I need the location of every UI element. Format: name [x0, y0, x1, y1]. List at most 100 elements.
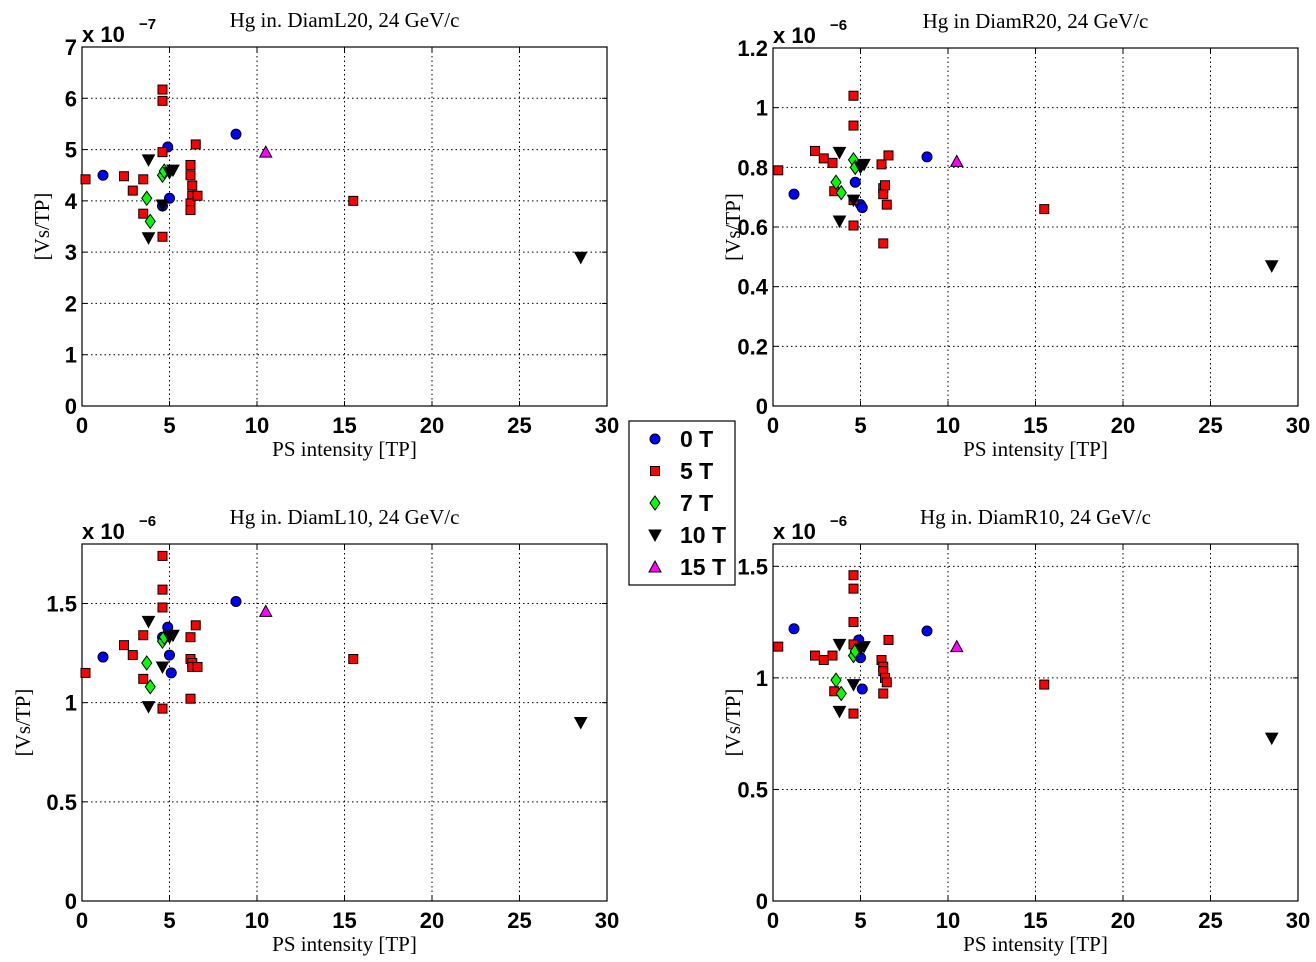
y-axis-label: [Vs/TP] [30, 193, 54, 261]
scatter-panel-2: 0 5 10 15 20 25 30 0 0.2 0.4 0.6 0.8 1 1.2x 10 −6 Hg in… [721, 9, 1310, 461]
legend-marker [649, 495, 661, 511]
data-point [141, 615, 156, 629]
legend-marker [650, 466, 660, 476]
x-tick-label: 25 [507, 908, 531, 933]
data-point [185, 693, 196, 704]
axis-multiplier-exponent: −6 [830, 17, 847, 34]
x-tick-label: 15 [332, 413, 356, 438]
x-tick-label: 15 [1023, 908, 1047, 933]
data-point [157, 84, 168, 95]
data-point [141, 701, 156, 714]
data-point [818, 153, 829, 164]
data-point [157, 95, 168, 106]
data-point [187, 180, 198, 191]
axis-multiplier-exponent: −6 [830, 513, 847, 530]
x-tick-label: 30 [595, 413, 619, 438]
legend: 0 T 5 T 7 T 10 T 15 T [628, 420, 736, 586]
data-point [788, 623, 800, 635]
data-point [810, 650, 820, 661]
legend-frame [628, 420, 736, 586]
series-5T [80, 84, 359, 242]
legend-label: 15 T [680, 554, 726, 580]
chart-title: Hg in. DiamL10, 24 GeV/c [230, 505, 460, 529]
data-point [846, 679, 861, 692]
x-tick-label: 30 [1286, 908, 1310, 933]
series-10T [832, 638, 1279, 746]
x-tick-label: 30 [1286, 413, 1310, 438]
x-tick-label: 15 [332, 908, 356, 933]
y-tick-label: 0 [65, 394, 77, 419]
legend-marker [648, 529, 662, 543]
data-point [157, 602, 168, 613]
data-point [258, 145, 273, 158]
axis-multiplier: x 10 [773, 519, 816, 544]
x-tick-label: 20 [1111, 908, 1135, 933]
data-point [127, 185, 138, 196]
data-point [348, 195, 359, 206]
data-point [80, 667, 91, 678]
series-15T [258, 145, 273, 158]
data-point [949, 154, 964, 167]
scatter-panel-4: 0 5 10 15 20 25 30 0 0.5 1 1.5x 10 −6 Hg in. DiamR10… [721, 505, 1310, 956]
data-point [883, 150, 894, 161]
data-point [848, 220, 859, 231]
series-0T [788, 623, 933, 695]
data-point [97, 651, 109, 663]
data-point [190, 620, 201, 631]
series-5T [773, 90, 1050, 249]
y-tick-label: 2 [65, 291, 77, 316]
axis-multiplier: x 10 [82, 519, 125, 544]
data-point [157, 584, 168, 595]
data-point [830, 672, 842, 688]
y-tick-label: 0.2 [737, 334, 768, 359]
data-point [1264, 732, 1279, 746]
data-point [848, 708, 859, 719]
series-5T [773, 570, 1050, 719]
data-point [573, 717, 588, 730]
data-point [119, 640, 129, 651]
y-axis-label: [Vs/TP] [721, 689, 745, 757]
data-point [878, 238, 889, 249]
plot-frame [81, 543, 608, 902]
data-point [848, 90, 859, 101]
data-point [773, 641, 784, 652]
y-axis-label: [Vs/TP] [11, 689, 35, 757]
data-point [921, 151, 933, 163]
data-point [832, 705, 847, 719]
data-point [141, 154, 156, 167]
data-point [157, 550, 168, 561]
x-tick-label: 5 [163, 413, 175, 438]
data-point [857, 158, 871, 172]
data-point [788, 188, 800, 200]
y-tick-label: 1 [65, 343, 77, 368]
data-point [880, 180, 890, 191]
legend-item-15T: 15 T [648, 554, 726, 580]
axis-multiplier-exponent: −6 [139, 513, 156, 530]
chart-title: Hg in DiamR20, 24 GeV/c [923, 9, 1149, 33]
y-tick-label: 6 [65, 86, 77, 111]
data-point [857, 641, 871, 654]
axis-multiplier: x 10 [82, 22, 125, 47]
series-10T [141, 154, 588, 265]
x-tick-label: 0 [76, 413, 88, 438]
data-point [921, 625, 933, 637]
data-point [141, 655, 153, 671]
y-tick-label: 1 [756, 96, 768, 121]
chart-title: Hg in. DiamR10, 24 GeV/c [920, 505, 1151, 529]
legend-marker [649, 433, 661, 445]
data-point [827, 650, 838, 661]
data-point [80, 174, 91, 185]
scatter-panel-1: 0 5 10 15 20 25 30 0 1 2 3 4 5 6 7x 10 −7 Hg in. DiamL20… [30, 8, 619, 461]
legend-label: 5 T [680, 458, 713, 484]
y-tick-label: 3 [65, 240, 77, 265]
data-point [192, 190, 203, 201]
y-tick-label: 4 [65, 189, 78, 214]
data-point [166, 164, 180, 178]
series-10T [141, 615, 588, 730]
data-point [138, 673, 149, 684]
data-point [832, 146, 847, 160]
x-tick-label: 5 [854, 413, 866, 438]
y-tick-label: 0 [756, 889, 768, 914]
data-point [185, 159, 196, 170]
